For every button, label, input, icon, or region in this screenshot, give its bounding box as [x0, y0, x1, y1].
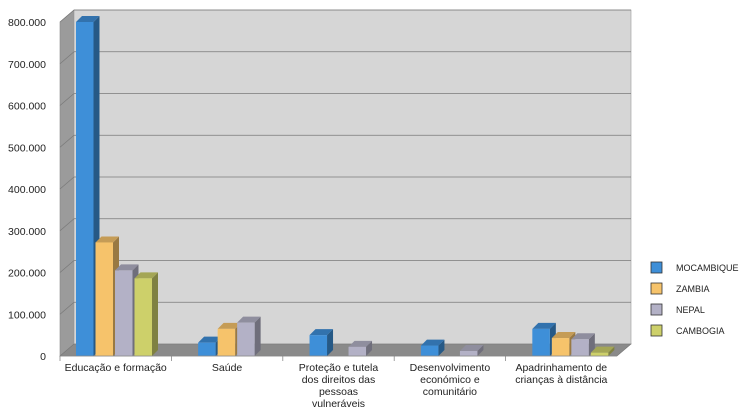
y-tick-label: 200.000 — [8, 268, 46, 280]
bar — [420, 339, 445, 356]
gridline-side — [59, 218, 75, 232]
bar-front — [115, 270, 133, 356]
bar-top — [420, 339, 445, 346]
bar-side — [366, 340, 373, 356]
x-category-label: Saúde — [212, 362, 243, 374]
y-axis-ticks: 0 100.000 200.000 300.000 400.000 500.000 600.… — [8, 17, 46, 363]
gridline-side — [59, 176, 75, 190]
bar-front — [348, 346, 367, 356]
bar-top — [95, 236, 119, 243]
gridline-side — [59, 9, 75, 23]
x-category-line: pessoas — [319, 386, 358, 398]
bar — [571, 333, 595, 356]
x-category-line: vulneráveis — [312, 398, 365, 410]
bar-front — [571, 339, 589, 356]
legend-label: MOCAMBIQUE — [676, 263, 739, 273]
y-tick-label: 400.000 — [8, 184, 46, 196]
x-category-label: Educação e formação — [65, 362, 167, 374]
legend-label: NEPAL — [676, 305, 705, 315]
x-category-line: dos direitos das — [302, 374, 376, 386]
legend-swatch — [650, 261, 663, 274]
bar-side — [152, 272, 158, 356]
x-category-line: Desenvolvimento — [410, 362, 491, 374]
bar — [348, 340, 373, 356]
bar-front — [309, 335, 328, 356]
legend-label: CAMBOGIA — [676, 326, 725, 336]
gridline-side — [59, 301, 75, 315]
bar-top — [571, 333, 595, 340]
y-tick-label: 700.000 — [8, 59, 46, 71]
bar-top — [115, 264, 139, 271]
legend-swatch — [650, 324, 663, 337]
bar-front — [590, 352, 609, 356]
bar-front — [459, 350, 478, 356]
gridline-side — [59, 134, 75, 148]
bar-top — [76, 16, 100, 22]
bar-front — [76, 22, 94, 356]
bar-front — [551, 338, 570, 356]
gridlines — [59, 9, 631, 315]
y-tick-label: 800.000 — [8, 17, 46, 29]
legend: MOCAMBIQUE ZAMBIA NEPAL CAMBOGIA — [650, 261, 739, 337]
bar — [134, 272, 158, 356]
bar-front — [237, 322, 255, 356]
x-category-line: Apadrinhamento de — [515, 362, 607, 374]
bar-top — [134, 272, 158, 279]
bar-side — [608, 346, 615, 356]
bar-top — [198, 336, 222, 343]
x-category-line: Educação e formação — [65, 362, 167, 374]
x-category-line: comunitário — [423, 386, 477, 398]
x-category-label: Desenvolvimento económico e comunitário — [410, 362, 491, 398]
bars — [76, 16, 615, 356]
x-category-line: crianças à distância — [515, 374, 607, 386]
legend-swatch — [650, 282, 663, 295]
x-axis-categories: Educação e formação Saúde Proteção e tutel… — [59, 355, 617, 410]
gridline-side — [59, 260, 75, 273]
legend-label: ZAMBIA — [676, 284, 710, 294]
legend-swatch — [650, 303, 663, 316]
bar-top — [459, 344, 484, 351]
bar-front — [95, 242, 113, 356]
x-category-label: Proteção e tutela dos direitos das pessoas… — [299, 362, 379, 410]
x-category-label: Apadrinhamento de crianças à distância — [515, 362, 607, 386]
y-tick-label: 0 — [40, 351, 46, 363]
bar-top — [590, 346, 615, 353]
bar-front — [134, 278, 152, 356]
bar-front — [420, 345, 439, 356]
x-category-line: Saúde — [212, 362, 243, 374]
gridline-side — [59, 93, 75, 106]
bar-top — [217, 322, 242, 329]
y-tick-label: 600.000 — [8, 101, 46, 113]
bar — [309, 329, 334, 356]
bar-side — [477, 344, 484, 356]
gridline-side — [59, 51, 75, 65]
bar — [237, 316, 261, 356]
bar-top — [532, 322, 556, 329]
y-tick-label: 100.000 — [8, 309, 46, 321]
y-tick-label: 300.000 — [8, 226, 46, 238]
x-category-line: Proteção e tutela — [299, 362, 379, 374]
bar-side — [327, 329, 334, 356]
y-tick-label: 500.000 — [8, 142, 46, 154]
x-category-line: económico e — [420, 374, 480, 386]
bar — [590, 346, 615, 356]
bar-side — [254, 316, 261, 356]
bar — [459, 344, 484, 356]
bar-front — [198, 342, 216, 356]
bar-side — [438, 339, 445, 356]
bar-top — [309, 329, 334, 336]
bar-front — [532, 328, 550, 356]
bar-front — [217, 328, 236, 356]
bar-top — [551, 332, 576, 339]
bar-top — [348, 340, 373, 347]
bar-top — [237, 316, 261, 323]
